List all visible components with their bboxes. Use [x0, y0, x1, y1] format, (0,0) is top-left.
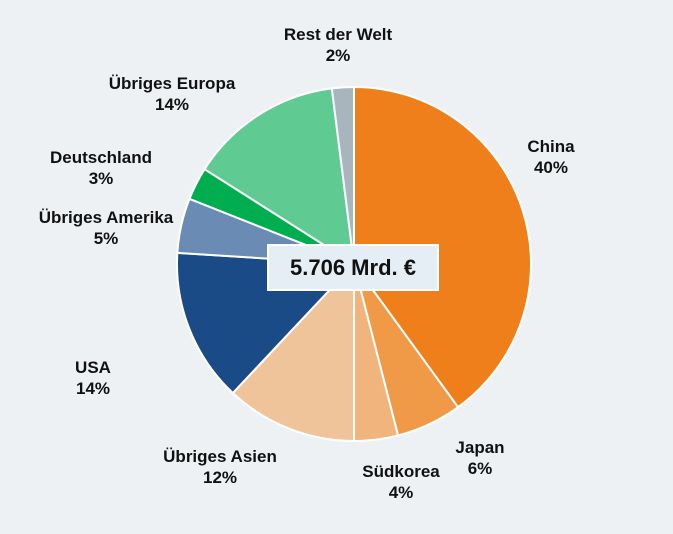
slice-label: Deutschland 3% [50, 147, 152, 189]
pie-slice-übriges-asien [231, 263, 355, 442]
slice-label: China 40% [527, 136, 574, 178]
slice-label: Übriges Europa 14% [109, 73, 236, 115]
slice-label: Südkorea 4% [362, 461, 439, 503]
slice-label-percent: 14% [154, 95, 190, 114]
slice-label-percent: 4% [388, 483, 414, 502]
slice-label-percent: 3% [88, 169, 114, 188]
slice-label: Rest der Welt 2% [284, 24, 392, 66]
slice-label-percent: 5% [93, 229, 119, 248]
slice-label-name: Übriges Amerika [38, 208, 174, 227]
slice-label-name: China [527, 137, 575, 156]
slice-label-name: Deutschland [49, 148, 153, 167]
slice-label-name: Südkorea [362, 462, 440, 481]
slice-label-name: Übriges Asien [163, 447, 277, 466]
slice-label-percent: 40% [533, 158, 569, 177]
slice-label-name: Übriges Europa [108, 74, 236, 93]
total-value-box: 5.706 Mrd. € [267, 244, 439, 291]
slice-label-percent: 14% [75, 379, 111, 398]
slice-label: Übriges Amerika 5% [39, 207, 173, 249]
slice-label-percent: 12% [202, 468, 238, 487]
slice-label-percent: 2% [325, 46, 351, 65]
slice-label-name: USA [75, 358, 111, 377]
slice-label-name: Rest der Welt [283, 25, 393, 44]
slice-label: Übriges Asien 12% [163, 446, 277, 488]
pie-slice-rest-der-welt [330, 86, 355, 265]
pie-slice-übriges-europa [203, 87, 355, 265]
slice-label-name: Japan [455, 438, 505, 457]
slice-label: USA 14% [75, 357, 111, 399]
pie-slice-china [353, 86, 532, 409]
slice-label-percent: 6% [467, 459, 493, 478]
slice-label: Japan 6% [455, 437, 504, 479]
total-value-label: 5.706 Mrd. € [290, 254, 416, 280]
